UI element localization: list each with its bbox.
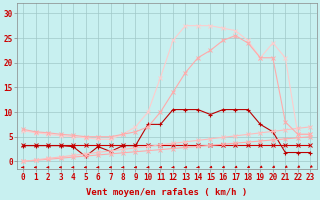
X-axis label: Vent moyen/en rafales ( km/h ): Vent moyen/en rafales ( km/h )	[86, 188, 247, 197]
